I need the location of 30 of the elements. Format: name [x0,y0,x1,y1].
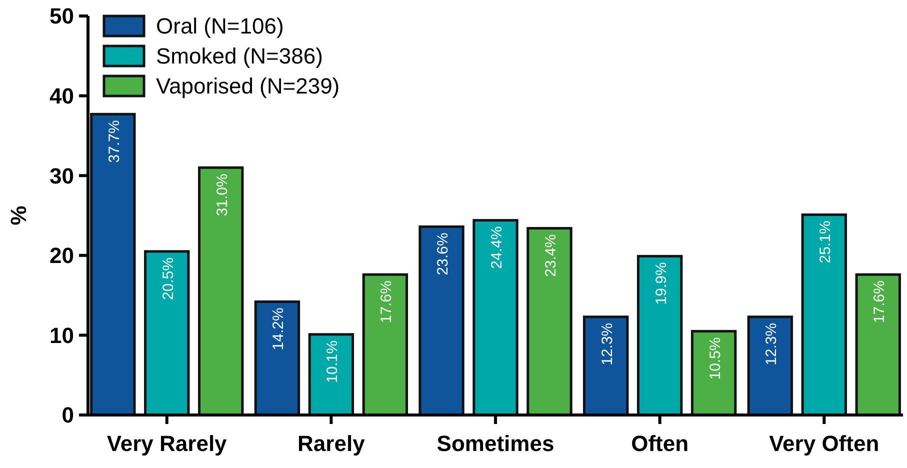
y-tick-label: 0 [62,402,74,428]
legend-label: Smoked (N=386) [156,44,323,69]
data-label: 37.7% [106,120,123,163]
data-label: 17.6% [378,280,396,324]
legend-label: Vaporised (N=239) [156,74,340,99]
data-label: 19.9% [652,262,670,305]
y-tick-label: 40 [50,84,74,108]
data-label: 25.1% [817,220,834,264]
legend-label: Oral (N=106) [156,14,284,39]
data-label: 17.6% [871,280,888,324]
data-label: 23.6% [434,232,452,276]
y-tick-label: 10 [50,322,74,348]
data-label: 12.3% [598,322,616,366]
y-axis-title: % [6,206,31,226]
x-tick-label: Sometimes [436,431,554,456]
y-tick-label: 20 [50,243,74,268]
x-tick-label: Very Rarely [106,431,228,456]
y-tick-label: 30 [50,163,74,188]
data-label: 31.0% [214,174,231,216]
data-label: 24.4% [488,226,506,269]
data-label: 10.5% [706,337,724,380]
x-tick-label: Very Often [769,431,880,456]
y-tick-label: 50 [50,4,74,29]
data-label: 10.1% [324,340,342,383]
data-label: 14.2% [270,308,288,350]
x-tick-label: Often [631,431,689,456]
data-label: 23.4% [542,234,560,277]
x-tick-label: Rarely [298,431,366,456]
data-label: 12.3% [763,322,780,366]
data-label: 20.5% [160,257,177,300]
